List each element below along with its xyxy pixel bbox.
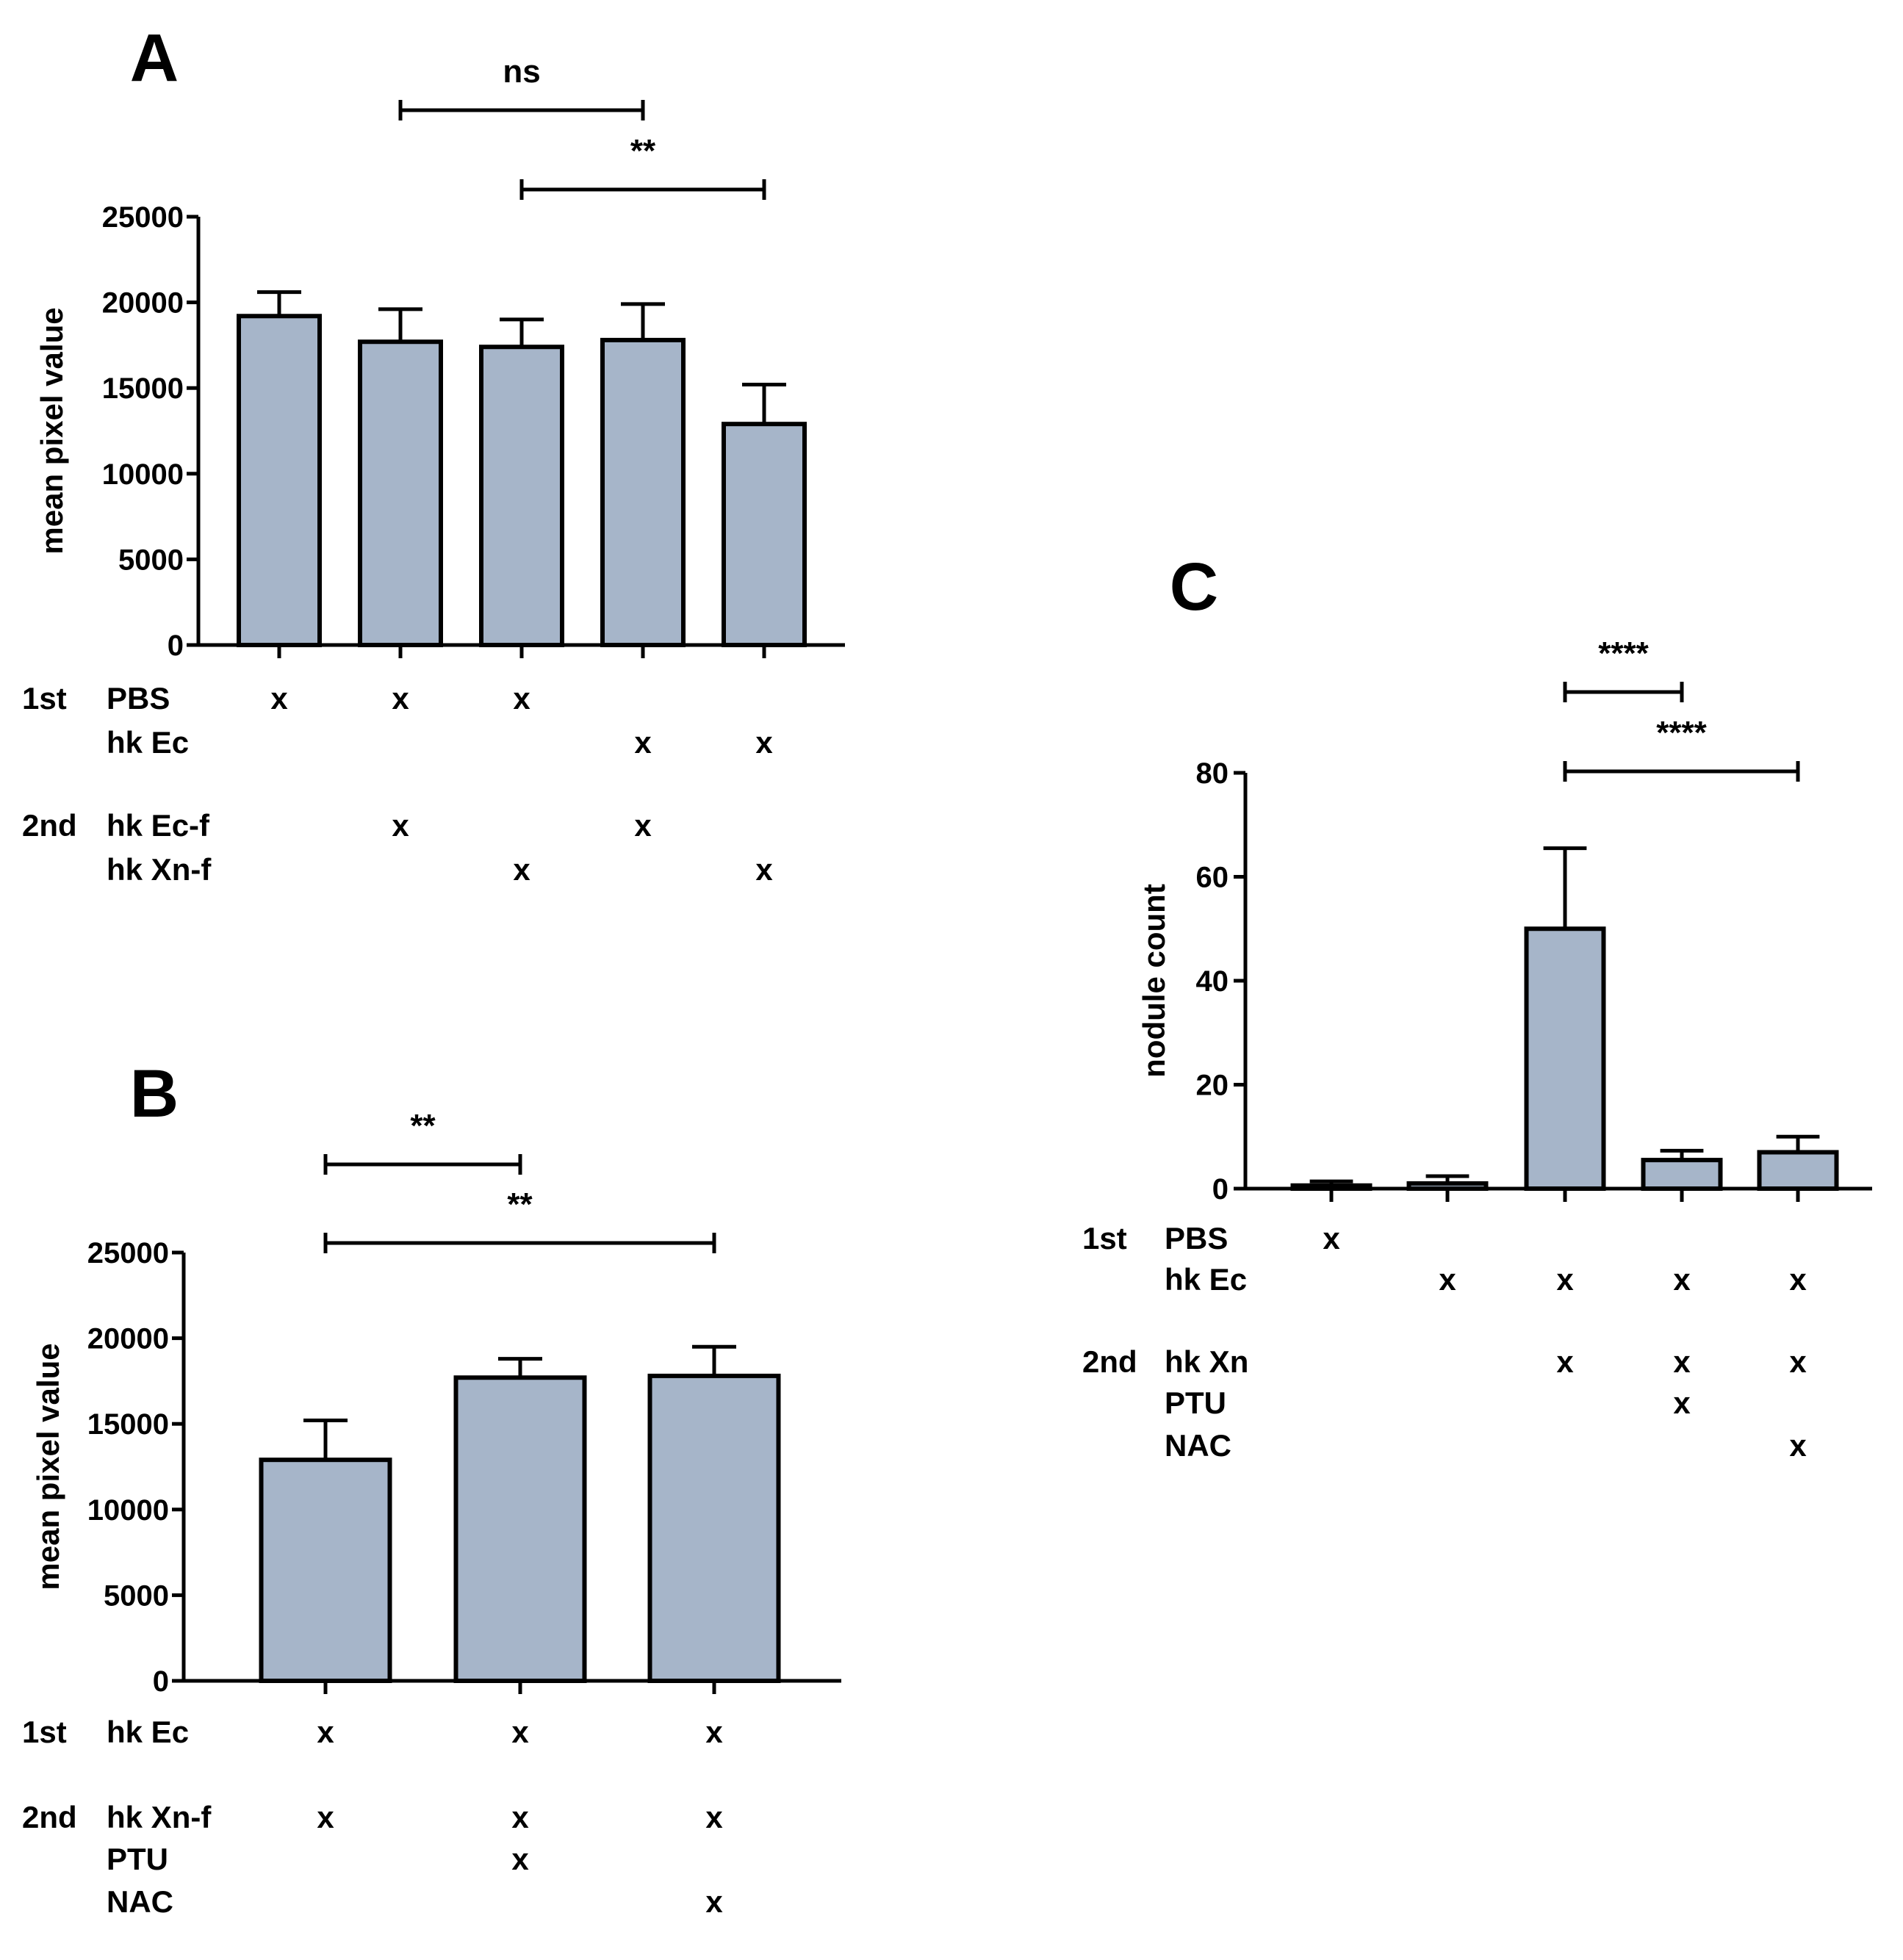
y-tick-label: 10000: [87, 1494, 169, 1527]
bar: [1406, 1181, 1489, 1192]
condition-mark: x: [705, 1800, 723, 1834]
condition-group-label: 2nd: [22, 1800, 77, 1834]
condition-group-label: 1st: [22, 1715, 67, 1749]
y-tick-label: 10000: [102, 458, 184, 491]
y-tick-label: 80: [1196, 757, 1229, 790]
condition-mark: x: [1673, 1386, 1691, 1420]
y-axis-label: mean pixel value: [35, 307, 69, 554]
condition-mark: x: [634, 725, 652, 760]
condition-mark: x: [1789, 1428, 1807, 1463]
condition-group-label: 1st: [1082, 1221, 1127, 1255]
condition-mark: x: [513, 681, 530, 716]
condition-label: hk Xn-f: [107, 852, 212, 887]
y-axis-label: mean pixel value: [31, 1343, 65, 1590]
condition-label: hk Xn: [1165, 1344, 1248, 1379]
y-tick-label: 60: [1196, 862, 1229, 894]
condition-mark: x: [511, 1800, 529, 1834]
condition-mark: x: [1789, 1262, 1807, 1297]
condition-label: PBS: [1165, 1221, 1228, 1255]
condition-label: PBS: [107, 681, 170, 716]
y-axis-label: nodule count: [1137, 884, 1171, 1078]
condition-mark: x: [317, 1800, 334, 1834]
y-tick-label: 20000: [102, 287, 184, 320]
condition-mark: x: [270, 681, 288, 716]
condition-mark: x: [1556, 1344, 1574, 1379]
condition-mark: x: [1556, 1262, 1574, 1297]
condition-mark: x: [392, 681, 409, 716]
condition-mark: x: [513, 852, 530, 887]
y-tick-label: 15000: [87, 1408, 169, 1441]
significance-label: ****: [1598, 635, 1649, 671]
condition-mark: x: [1789, 1344, 1807, 1379]
bar: [1641, 1158, 1723, 1192]
y-tick-label: 40: [1196, 965, 1229, 998]
significance-label: **: [410, 1108, 436, 1144]
panel-letter-c: C: [1170, 550, 1218, 624]
significance-label: ****: [1656, 715, 1707, 751]
y-tick-label: 0: [168, 630, 184, 662]
bar: [600, 337, 686, 647]
condition-mark: x: [755, 852, 773, 887]
condition-label: hk Ec: [107, 725, 189, 760]
condition-group-label: 1st: [22, 681, 67, 716]
y-tick-label: 15000: [102, 372, 184, 405]
condition-mark: x: [705, 1884, 723, 1919]
condition-mark: x: [511, 1715, 529, 1749]
condition-label: hk Xn-f: [107, 1800, 212, 1834]
bar: [358, 339, 443, 647]
bar: [647, 1373, 781, 1684]
y-tick-label: 20: [1196, 1070, 1229, 1102]
panel-b: B 0 5000 10000 15000 20000 25000 mean pixel val…: [22, 1056, 841, 1919]
bar: [722, 422, 807, 647]
condition-mark: x: [1323, 1221, 1340, 1255]
panel-a: A 0 5000 10000 15000 20000 25000 mean pixel val…: [22, 21, 845, 887]
y-tick-label: 25000: [87, 1237, 169, 1269]
bar: [1290, 1183, 1373, 1192]
condition-mark: x: [1673, 1262, 1691, 1297]
y-tick-label: 5000: [118, 544, 184, 576]
condition-mark: x: [755, 725, 773, 760]
bar: [479, 345, 564, 647]
condition-mark: x: [634, 808, 652, 843]
condition-label: hk Ec: [1165, 1262, 1247, 1297]
y-tick-label: 0: [1212, 1173, 1229, 1206]
bar: [1524, 926, 1606, 1191]
y-tick-label: 5000: [104, 1579, 169, 1612]
panel-c: C 0 20 40 60 80 nodule count **** **** 1st PBS x hk …: [1082, 550, 1872, 1463]
condition-group-label: 2nd: [22, 808, 77, 843]
condition-label: PTU: [107, 1842, 168, 1876]
condition-mark: x: [1439, 1262, 1456, 1297]
bar: [453, 1375, 587, 1683]
y-tick-label: 25000: [102, 201, 184, 234]
condition-mark: x: [317, 1715, 334, 1749]
significance-label: ns: [503, 54, 540, 90]
y-tick-label: 0: [153, 1665, 169, 1698]
bar: [259, 1458, 392, 1683]
condition-label: hk Ec: [107, 1715, 189, 1749]
condition-mark: x: [705, 1715, 723, 1749]
condition-label: hk Ec-f: [107, 808, 210, 843]
bar: [237, 314, 322, 647]
condition-mark: x: [392, 808, 409, 843]
condition-mark: x: [511, 1842, 529, 1876]
condition-label: PTU: [1165, 1386, 1226, 1420]
panel-letter-b: B: [130, 1056, 179, 1131]
significance-label: **: [630, 133, 656, 169]
y-tick-label: 20000: [87, 1323, 169, 1355]
bar: [1757, 1150, 1839, 1191]
condition-label: NAC: [107, 1884, 173, 1919]
panel-letter-a: A: [130, 21, 179, 96]
condition-group-label: 2nd: [1082, 1344, 1137, 1379]
condition-mark: x: [1673, 1344, 1691, 1379]
condition-label: NAC: [1165, 1428, 1231, 1463]
significance-label: **: [507, 1186, 533, 1222]
